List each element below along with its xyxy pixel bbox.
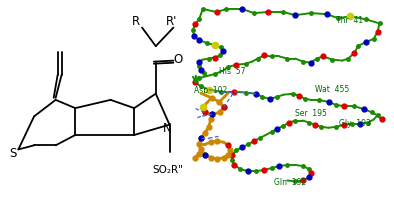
Text: R': R' [166, 15, 177, 28]
Text: SO₂R": SO₂R" [152, 165, 183, 175]
Text: His  57: His 57 [219, 67, 245, 77]
Text: Asp  102: Asp 102 [194, 86, 227, 95]
Text: N: N [163, 122, 172, 135]
Text: Gln  192: Gln 192 [273, 178, 306, 187]
Text: R: R [132, 15, 140, 28]
Text: O: O [173, 53, 183, 66]
Text: Ser  195: Ser 195 [295, 109, 327, 118]
Text: Wat  455: Wat 455 [315, 85, 349, 94]
Text: S: S [9, 147, 17, 160]
Text: Gly  193: Gly 193 [339, 119, 371, 128]
Text: Thr  41: Thr 41 [336, 16, 364, 25]
